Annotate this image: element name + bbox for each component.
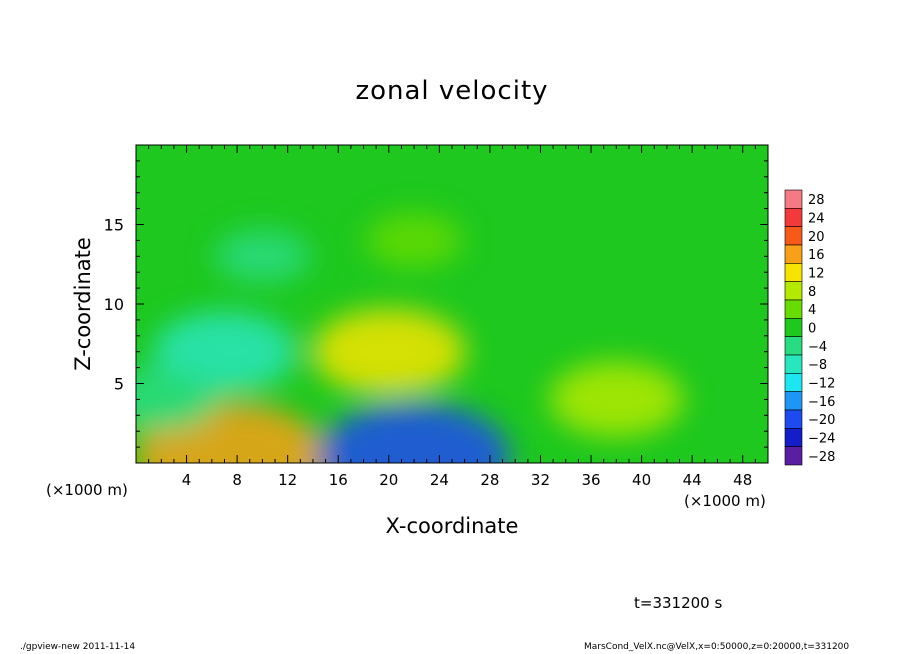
colorbar-swatch	[784, 428, 803, 447]
colorbar-swatch	[784, 263, 803, 282]
colorbar-label: 8	[808, 285, 816, 300]
colorbar-swatch	[784, 354, 803, 374]
field-feature	[312, 308, 466, 395]
colorbar-swatch	[784, 391, 803, 411]
colorbar-label: −28	[808, 450, 835, 465]
x-unit-label-left: (×1000 m)	[46, 481, 128, 499]
colorbar-swatch	[784, 318, 803, 337]
x-tick-label: 44	[683, 471, 702, 489]
x-axis: 4 8 12 16 20 24 28 32 36 40 44 48	[135, 145, 769, 489]
x-tick-label: 4	[182, 471, 192, 489]
colorbar-swatch	[784, 409, 803, 429]
x-tick-label: 28	[480, 471, 499, 489]
colorbar-label: −16	[808, 395, 835, 410]
colorbar-label: −12	[808, 377, 835, 392]
field-feature	[318, 402, 511, 463]
colorbar-swatch	[784, 208, 803, 227]
x-tick-label: 16	[329, 471, 348, 489]
chart-title: zonal velocity	[355, 76, 549, 106]
colorbar-swatch	[784, 189, 803, 209]
colorbar-label: 24	[808, 212, 825, 227]
colorbar-label: 0	[808, 322, 816, 337]
colorbar-label: 28	[808, 193, 825, 208]
footer-data-source: MarsCond_VelX.nc@VelX,x=0:50000,z=0:2000…	[584, 642, 850, 652]
colorbar-label: 20	[808, 230, 825, 245]
field-feature	[366, 213, 463, 268]
field-feature	[136, 367, 219, 432]
colorbar-swatch	[784, 244, 803, 264]
colorbar-swatch	[784, 373, 803, 392]
colorbar-swatch	[784, 299, 803, 319]
colorbar-swatch	[784, 226, 803, 246]
time-annotation: t=331200 s	[634, 594, 723, 612]
colorbar-swatch	[784, 446, 803, 466]
x-unit-label-right: (×1000 m)	[684, 492, 766, 510]
field-feature	[214, 229, 311, 284]
y-axis: 5 10 15	[104, 144, 768, 464]
velocity-field	[136, 145, 768, 463]
colorbar-label: 12	[808, 267, 825, 282]
x-tick-label: 12	[278, 471, 297, 489]
colorbar-label: −20	[808, 413, 835, 428]
colorbar-label: −4	[808, 340, 827, 355]
field-feature	[549, 361, 684, 438]
y-tick-label: 15	[104, 216, 124, 235]
colorbar-label: −24	[808, 432, 835, 447]
footer-program-date: ./gpview-new 2011-11-14	[20, 642, 136, 652]
x-tick-label: 8	[232, 471, 242, 489]
colorbar-swatch	[784, 336, 803, 356]
x-tick-label: 36	[581, 471, 600, 489]
colorbar-label: −8	[808, 358, 827, 373]
colorbar-label: 4	[808, 303, 816, 318]
colorbar-label: 16	[808, 248, 825, 263]
x-tick-label: 20	[379, 471, 398, 489]
x-axis-label: X-coordinate	[385, 514, 519, 538]
x-tick-label: 48	[733, 471, 752, 489]
y-tick-label: 5	[114, 375, 124, 394]
colorbar: 28 24 20 16 12 8 4 0 −4 −8 −12 −16 −20 −24 −28	[784, 189, 835, 466]
x-tick-label: 24	[430, 471, 449, 489]
y-tick-label: 10	[104, 295, 124, 314]
colorbar-swatch	[784, 281, 803, 301]
x-tick-label: 40	[632, 471, 651, 489]
x-tick-label: 32	[531, 471, 550, 489]
